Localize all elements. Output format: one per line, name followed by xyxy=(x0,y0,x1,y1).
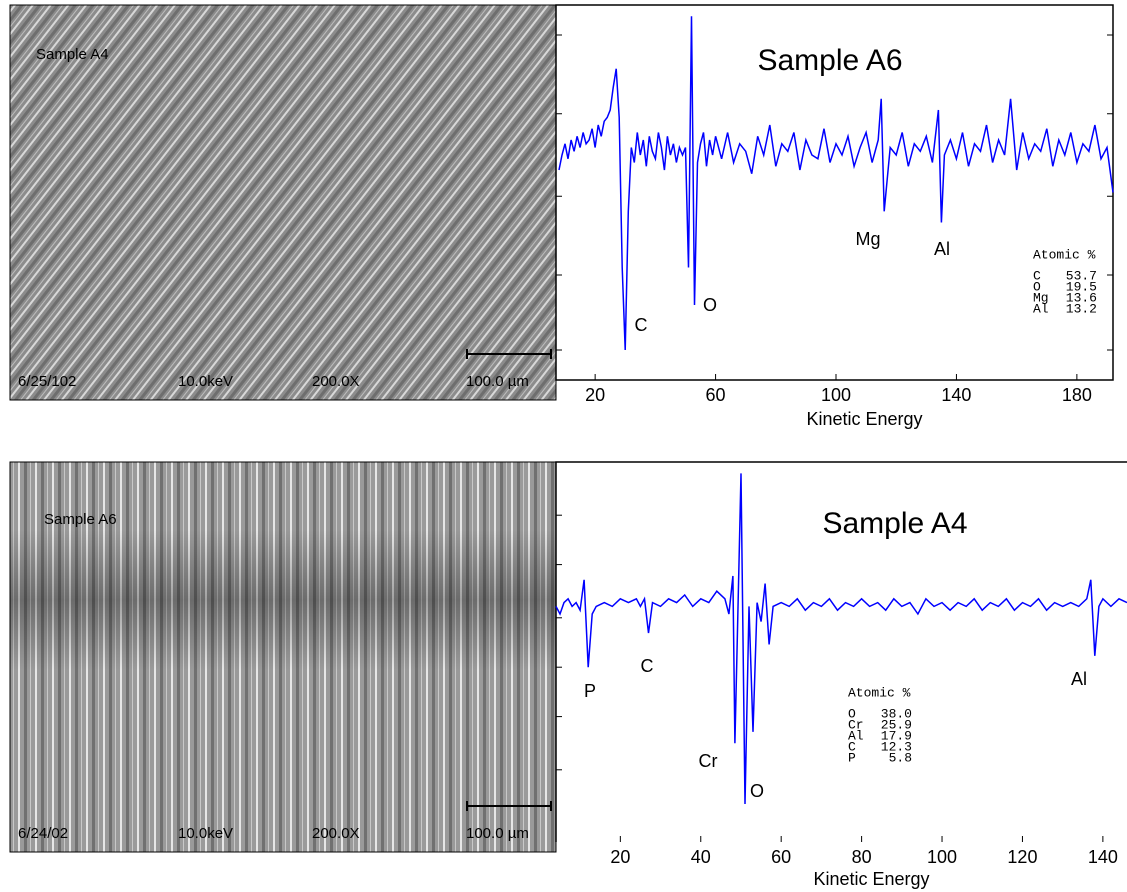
table-element: Al xyxy=(848,728,864,743)
table-value: 53.7 xyxy=(1066,268,1097,283)
x-tick-label: 60 xyxy=(771,847,791,867)
peak-label: P xyxy=(584,681,596,701)
table-element: P xyxy=(848,750,856,765)
image-date: 6/25/102 xyxy=(18,373,76,390)
table-element: C xyxy=(1033,268,1041,283)
sem-image xyxy=(9,4,557,401)
x-tick-label: 60 xyxy=(706,385,726,405)
table-element: Cr xyxy=(848,717,864,732)
table-element: O xyxy=(1033,279,1041,294)
x-tick-label: 20 xyxy=(610,847,630,867)
peak-label: Al xyxy=(1071,669,1087,689)
x-axis-label: Kinetic Energy xyxy=(806,409,922,429)
peak-label: O xyxy=(750,781,764,801)
x-tick-label: 20 xyxy=(585,385,605,405)
table-title: Atomic % xyxy=(1033,247,1096,262)
table-value: 19.5 xyxy=(1066,279,1097,294)
peak-label: C xyxy=(641,656,654,676)
table-element: O xyxy=(848,706,856,721)
table-value: 38.0 xyxy=(881,706,912,721)
peak-label: Mg xyxy=(855,229,880,249)
image-date: 6/24/02 xyxy=(18,825,68,842)
table-title: Atomic % xyxy=(848,685,911,700)
image-magnification: 200.0X xyxy=(312,825,360,842)
peak-label: Al xyxy=(934,239,950,259)
x-tick-label: 100 xyxy=(821,385,851,405)
spectrum-line xyxy=(558,16,1114,351)
table-value: 13.6 xyxy=(1066,290,1097,305)
x-tick-label: 180 xyxy=(1062,385,1092,405)
table-value: 12.3 xyxy=(881,739,912,754)
table-value: 25.9 xyxy=(881,717,912,732)
image-voltage: 10.0keV xyxy=(178,373,233,390)
x-tick-label: 140 xyxy=(941,385,971,405)
table-element: C xyxy=(848,739,856,754)
x-tick-label: 80 xyxy=(852,847,872,867)
chart-title: Sample A4 xyxy=(822,507,967,540)
chart-title: Sample A6 xyxy=(757,44,902,77)
image-scale: 100.0 µm xyxy=(466,373,529,390)
x-tick-label: 40 xyxy=(691,847,711,867)
image-voltage: 10.0keV xyxy=(178,825,233,842)
image-label: Sample A4 xyxy=(36,46,109,63)
image-label: Sample A6 xyxy=(44,511,117,528)
sem-shading xyxy=(10,530,556,670)
scale-bar xyxy=(466,349,552,359)
x-axis-label: Kinetic Energy xyxy=(813,869,929,889)
peak-label: C xyxy=(635,315,648,335)
spectrum-line xyxy=(555,473,1127,805)
scale-bar xyxy=(466,801,552,811)
plot-frame xyxy=(555,461,1127,842)
x-tick-label: 120 xyxy=(1007,847,1037,867)
x-tick-label: 100 xyxy=(927,847,957,867)
peak-label: O xyxy=(703,295,717,315)
peak-label: Cr xyxy=(699,751,718,771)
table-element: Mg xyxy=(1033,290,1049,305)
table-value: 13.2 xyxy=(1066,301,1097,316)
image-scale: 100.0 µm xyxy=(466,825,529,842)
table-value: 5.8 xyxy=(889,750,912,765)
table-value: 17.9 xyxy=(881,728,912,743)
x-tick-label: 140 xyxy=(1088,847,1118,867)
image-magnification: 200.0X xyxy=(312,373,360,390)
table-element: Al xyxy=(1033,301,1049,316)
